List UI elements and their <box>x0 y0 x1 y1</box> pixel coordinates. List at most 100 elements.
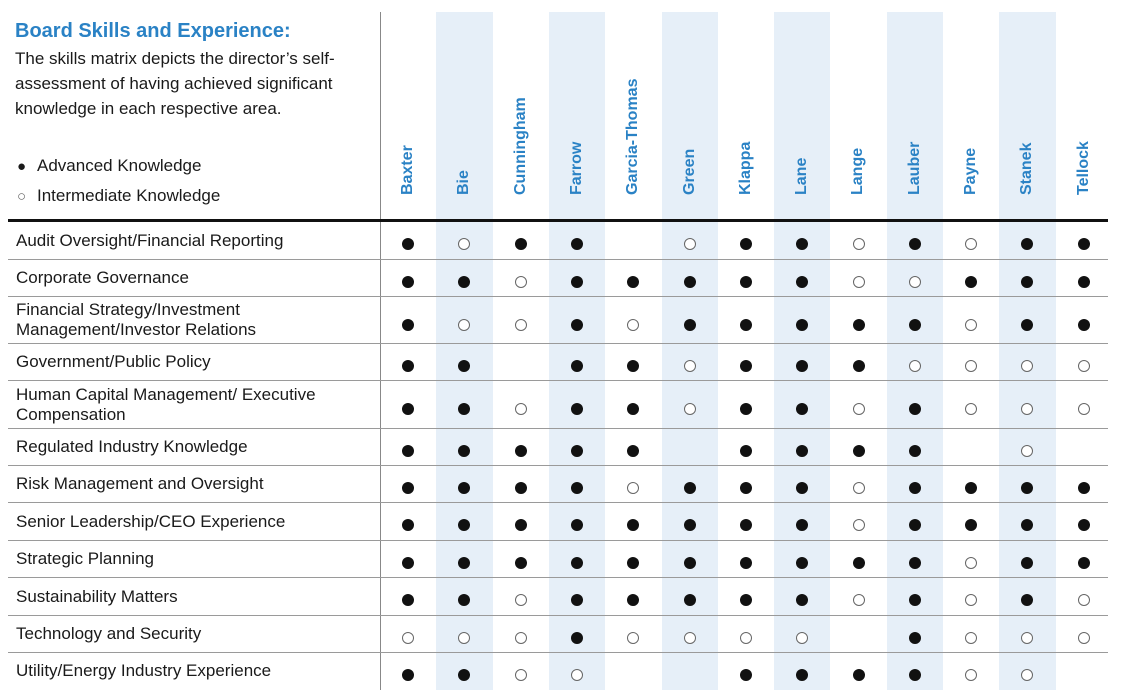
director-name: Klappa <box>736 141 754 195</box>
advanced-knowledge-icon <box>739 238 752 251</box>
advanced-knowledge-icon <box>908 481 921 494</box>
director-name: Bie <box>455 170 473 195</box>
intermediate-knowledge-icon <box>683 238 696 251</box>
advanced-knowledge-icon <box>514 556 527 569</box>
director-header: Green <box>662 13 718 213</box>
skill-label: Government/Public Policy <box>16 352 211 371</box>
skill-label: Technology and Security <box>16 624 202 643</box>
intermediate-knowledge-icon <box>514 668 527 681</box>
skill-label: Corporate Governance <box>16 268 189 287</box>
advanced-knowledge-icon <box>571 631 584 644</box>
advanced-knowledge-icon <box>458 668 471 681</box>
director-name: Garcia-Thomas <box>624 78 642 195</box>
intermediate-knowledge-icon <box>514 594 527 607</box>
director-header: Lane <box>774 13 830 213</box>
advanced-knowledge-icon <box>796 318 809 331</box>
advanced-knowledge-icon <box>683 594 696 607</box>
advanced-knowledge-icon <box>571 519 584 532</box>
intermediate-knowledge-icon <box>1077 631 1090 644</box>
advanced-knowledge-icon <box>571 318 584 331</box>
director-name: Lange <box>849 147 867 195</box>
advanced-knowledge-icon <box>402 403 415 416</box>
intermediate-knowledge-icon <box>852 403 865 416</box>
skill-label: Human Capital Management/ Executive Comp… <box>16 384 316 424</box>
advanced-knowledge-icon <box>571 594 584 607</box>
advanced-knowledge-icon <box>458 519 471 532</box>
advanced-knowledge-icon <box>627 444 640 457</box>
advanced-knowledge-icon <box>683 519 696 532</box>
skill-row: Financial Strategy/Investment Management… <box>8 297 1108 344</box>
advanced-knowledge-icon <box>852 359 865 372</box>
advanced-knowledge-icon <box>908 668 921 681</box>
director-header: Bie <box>436 13 492 213</box>
advanced-knowledge-icon <box>1021 275 1034 288</box>
advanced-knowledge-icon <box>908 444 921 457</box>
advanced-knowledge-icon <box>1021 238 1034 251</box>
intermediate-knowledge-icon <box>402 631 415 644</box>
advanced-knowledge-icon <box>458 481 471 494</box>
advanced-knowledge-icon <box>1021 519 1034 532</box>
skill-row: Regulated Industry Knowledge <box>8 429 1108 466</box>
advanced-knowledge-icon <box>908 631 921 644</box>
intermediate-knowledge-icon <box>514 275 527 288</box>
advanced-knowledge-icon <box>908 519 921 532</box>
advanced-knowledge-icon <box>965 519 978 532</box>
intermediate-knowledge-icon <box>965 238 978 251</box>
advanced-knowledge-icon <box>458 275 471 288</box>
advanced-knowledge-icon <box>458 594 471 607</box>
advanced-knowledge-icon <box>965 275 978 288</box>
advanced-knowledge-icon <box>683 318 696 331</box>
director-name: Tellock <box>1074 141 1092 195</box>
intermediate-knowledge-icon <box>1021 444 1034 457</box>
skill-row: Sustainability Matters <box>8 578 1108 616</box>
director-name: Green <box>680 148 698 195</box>
advanced-knowledge-icon <box>402 444 415 457</box>
advanced-knowledge-icon <box>1077 318 1090 331</box>
intermediate-knowledge-icon <box>514 403 527 416</box>
director-header: Tellock <box>1056 13 1112 213</box>
skill-label: Risk Management and Oversight <box>16 474 264 493</box>
header-rule <box>8 219 1108 222</box>
advanced-knowledge-icon <box>402 238 415 251</box>
legend-intermediate: ○ Intermediate Knowledge <box>17 186 220 206</box>
director-header: Garcia-Thomas <box>605 13 661 213</box>
intermediate-knowledge-icon <box>852 519 865 532</box>
skill-row: Senior Leadership/CEO Experience <box>8 503 1108 541</box>
skill-label: Sustainability Matters <box>16 586 178 606</box>
advanced-knowledge-icon <box>1021 318 1034 331</box>
intermediate-knowledge-icon <box>1021 403 1034 416</box>
advanced-knowledge-icon <box>571 359 584 372</box>
advanced-knowledge-icon <box>852 318 865 331</box>
advanced-knowledge-icon <box>739 668 752 681</box>
advanced-knowledge-icon <box>1077 238 1090 251</box>
advanced-knowledge-icon <box>402 275 415 288</box>
legend-intermediate-label: Intermediate Knowledge <box>37 186 221 205</box>
intermediate-knowledge-icon <box>852 238 865 251</box>
advanced-knowledge-icon <box>402 668 415 681</box>
intermediate-knowledge-icon <box>965 668 978 681</box>
skill-label: Audit Oversight/Financial Reporting <box>16 230 284 250</box>
advanced-knowledge-icon <box>458 359 471 372</box>
director-header: Payne <box>943 13 999 213</box>
director-name: Lane <box>793 157 811 195</box>
advanced-knowledge-icon <box>514 519 527 532</box>
intermediate-knowledge-icon <box>796 631 809 644</box>
skill-row: Government/Public Policy <box>8 344 1108 381</box>
legend-advanced: ● Advanced Knowledge <box>17 156 201 176</box>
advanced-knowledge-icon <box>627 594 640 607</box>
advanced-knowledge-icon <box>796 519 809 532</box>
intermediate-knowledge-icon <box>852 594 865 607</box>
advanced-knowledge-icon <box>796 594 809 607</box>
advanced-knowledge-icon <box>796 359 809 372</box>
intermediate-knowledge-icon <box>1077 403 1090 416</box>
advanced-knowledge-icon <box>627 359 640 372</box>
advanced-knowledge-icon <box>1021 481 1034 494</box>
advanced-knowledge-icon <box>739 444 752 457</box>
skill-row: Risk Management and Oversight <box>8 466 1108 503</box>
intermediate-knowledge-icon <box>514 631 527 644</box>
advanced-knowledge-icon <box>458 403 471 416</box>
skill-label: Senior Leadership/CEO Experience <box>16 511 286 531</box>
advanced-knowledge-icon <box>683 556 696 569</box>
intermediate-knowledge-icon <box>627 631 640 644</box>
advanced-knowledge-icon <box>908 556 921 569</box>
